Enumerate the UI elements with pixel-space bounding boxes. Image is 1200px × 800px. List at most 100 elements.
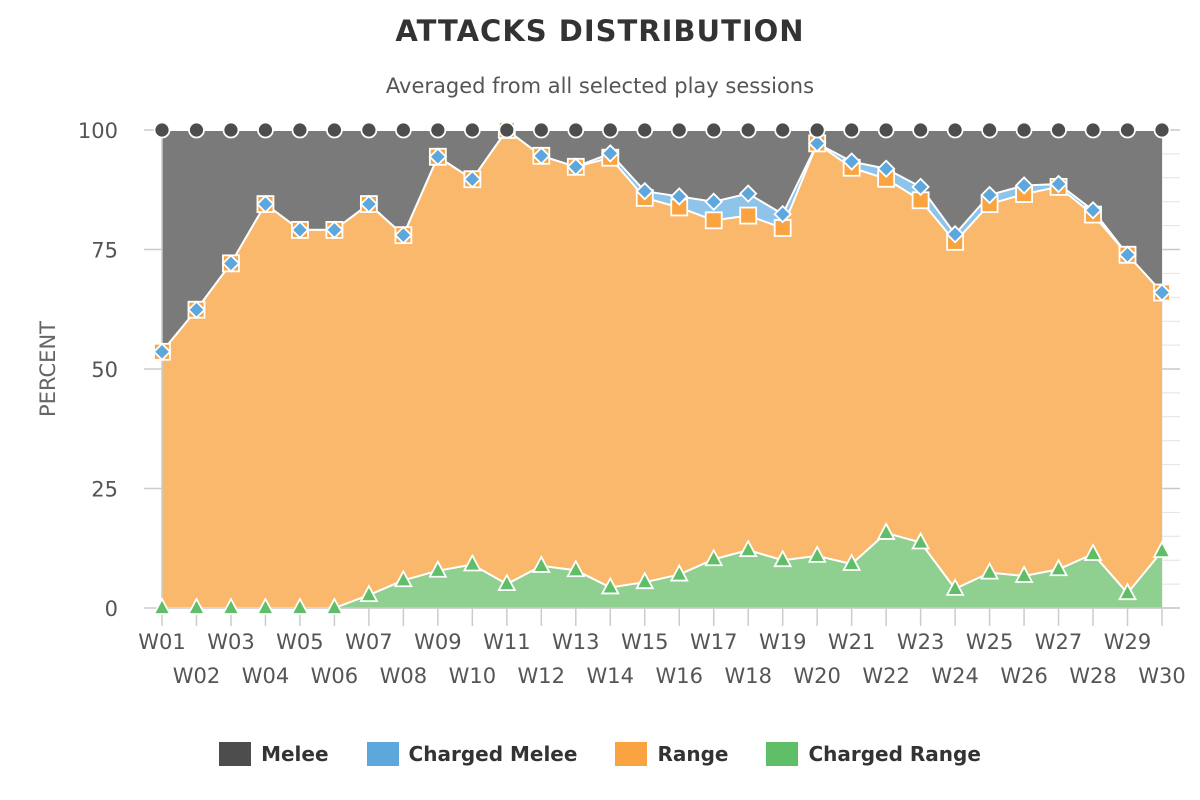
marker-melee xyxy=(188,121,205,139)
marker-melee xyxy=(1119,121,1136,139)
marker-melee xyxy=(532,121,550,139)
marker-charged-range xyxy=(635,571,655,590)
area-range xyxy=(162,130,1162,608)
x-tick-label: W22 xyxy=(862,664,910,688)
marker-charged-melee xyxy=(1014,176,1034,195)
series-areas xyxy=(161,128,1163,609)
marker-melee xyxy=(394,121,412,139)
marker-melee xyxy=(463,121,481,139)
marker-melee xyxy=(946,121,964,139)
marker-charged-melee xyxy=(601,144,620,163)
marker-charged-melee xyxy=(463,169,482,189)
x-tick-label: W26 xyxy=(1000,664,1048,688)
marker-charged-range xyxy=(1118,582,1138,601)
x-tick-label: W21 xyxy=(828,630,876,654)
x-tick-label: W28 xyxy=(1069,664,1117,688)
marker-melee xyxy=(912,121,930,139)
x-tick-label: W14 xyxy=(587,664,635,688)
legend-label: Range xyxy=(657,742,729,766)
x-tick-label: W04 xyxy=(242,664,290,688)
marker-charged-melee xyxy=(807,134,827,153)
marker-melee xyxy=(705,121,723,139)
x-tick-label: W13 xyxy=(552,630,600,654)
marker-charged-range xyxy=(531,555,551,573)
marker-melee xyxy=(1084,121,1102,139)
area-melee xyxy=(162,130,1162,352)
marker-charged-range xyxy=(290,597,310,615)
marker-melee xyxy=(1153,121,1171,139)
marker-charged-range xyxy=(255,597,275,615)
marker-charged-range xyxy=(704,548,724,567)
marker-charged-melee xyxy=(842,152,861,171)
marker-melee xyxy=(601,121,619,139)
area-charged-melee xyxy=(162,130,1162,352)
series-markers xyxy=(152,120,1172,615)
marker-charged-range xyxy=(359,584,379,602)
marker-charged-range xyxy=(669,563,689,582)
marker-melee xyxy=(739,121,757,139)
marker-charged-melee xyxy=(738,184,758,203)
marker-charged-melee xyxy=(1049,174,1068,194)
marker-charged-melee xyxy=(669,187,689,206)
marker-charged-range xyxy=(186,597,206,615)
legend-label: Charged Range xyxy=(808,742,981,766)
x-tick-label: W17 xyxy=(690,630,738,654)
x-tick-label: W09 xyxy=(414,630,462,654)
marker-charged-melee xyxy=(1118,245,1137,265)
marker-charged-range xyxy=(566,559,586,578)
marker-melee xyxy=(981,121,998,139)
area-charged-range xyxy=(162,532,1162,608)
legend-item-melee[interactable]: Melee xyxy=(219,742,329,766)
marker-melee xyxy=(429,121,447,139)
marker-charged-melee xyxy=(187,300,206,320)
marker-melee xyxy=(1050,121,1067,139)
marker-charged-melee xyxy=(428,147,448,167)
marker-charged-range xyxy=(600,576,620,595)
marker-charged-melee xyxy=(945,224,965,244)
marker-charged-melee xyxy=(635,181,655,201)
marker-charged-melee xyxy=(704,192,723,211)
marker-charged-range xyxy=(1083,543,1103,561)
chart-title: ATTACKS DISTRIBUTION xyxy=(395,14,805,48)
marker-melee xyxy=(636,121,654,139)
x-tick-label: W12 xyxy=(518,664,566,688)
legend-swatch xyxy=(219,742,252,766)
marker-melee xyxy=(498,121,516,139)
x-tick-label: W05 xyxy=(276,630,324,654)
marker-charged-melee xyxy=(221,254,241,273)
marker-charged-melee xyxy=(290,220,310,240)
marker-charged-range xyxy=(1152,540,1172,559)
x-tick-label: W08 xyxy=(380,664,428,688)
marker-melee xyxy=(1015,121,1033,139)
marker-charged-range xyxy=(945,577,965,596)
marker-charged-melee xyxy=(566,157,586,177)
y-tick-label: 50 xyxy=(91,358,118,382)
x-tick-label: W29 xyxy=(1104,630,1152,654)
marker-melee xyxy=(774,121,792,139)
marker-charged-range xyxy=(497,573,517,591)
x-tick-label: W27 xyxy=(1035,630,1083,654)
x-tick-label: W30 xyxy=(1138,664,1186,688)
x-tick-label: W11 xyxy=(483,630,531,654)
y-tick-label: 0 xyxy=(105,597,118,621)
legend-item-charged-melee[interactable]: Charged Melee xyxy=(366,742,577,766)
marker-melee xyxy=(360,121,378,139)
y-axis-label: PERCENT xyxy=(36,321,60,417)
marker-charged-range xyxy=(462,553,482,572)
legend-item-charged-range[interactable]: Charged Range xyxy=(766,742,981,766)
x-tick-label: W15 xyxy=(621,630,669,654)
marker-melee xyxy=(222,121,240,139)
marker-charged-range xyxy=(876,522,896,540)
marker-melee xyxy=(153,121,171,139)
y-tick-label: 25 xyxy=(91,478,118,502)
x-tick-label: W02 xyxy=(173,664,221,688)
marker-charged-range xyxy=(393,569,413,588)
marker-charged-range xyxy=(152,597,172,615)
marker-range xyxy=(739,206,758,225)
legend-item-range[interactable]: Range xyxy=(615,742,728,766)
marker-charged-range xyxy=(738,539,758,558)
legend-label: Melee xyxy=(261,742,329,766)
x-tick-label: W03 xyxy=(207,630,255,654)
marker-charged-melee xyxy=(773,204,792,224)
legend-swatch xyxy=(766,742,799,766)
